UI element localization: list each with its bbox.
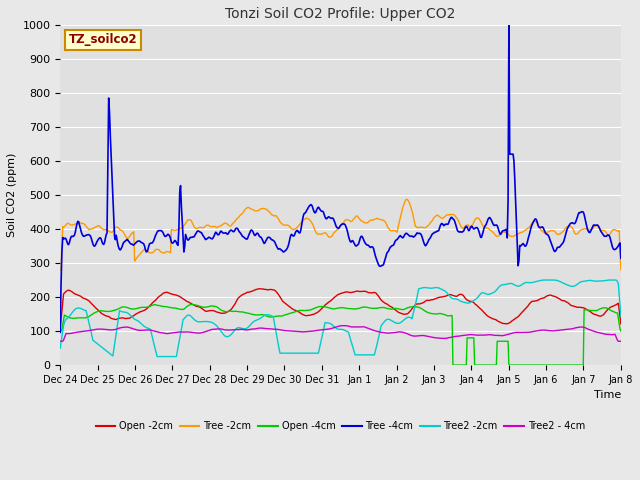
X-axis label: Time: Time [594,390,621,400]
Legend: Open -2cm, Tree -2cm, Open -4cm, Tree -4cm, Tree2 -2cm, Tree2 - 4cm: Open -2cm, Tree -2cm, Open -4cm, Tree -4… [92,418,589,435]
Text: TZ_soilco2: TZ_soilco2 [68,34,137,47]
Title: Tonzi Soil CO2 Profile: Upper CO2: Tonzi Soil CO2 Profile: Upper CO2 [225,7,456,21]
Y-axis label: Soil CO2 (ppm): Soil CO2 (ppm) [7,153,17,237]
